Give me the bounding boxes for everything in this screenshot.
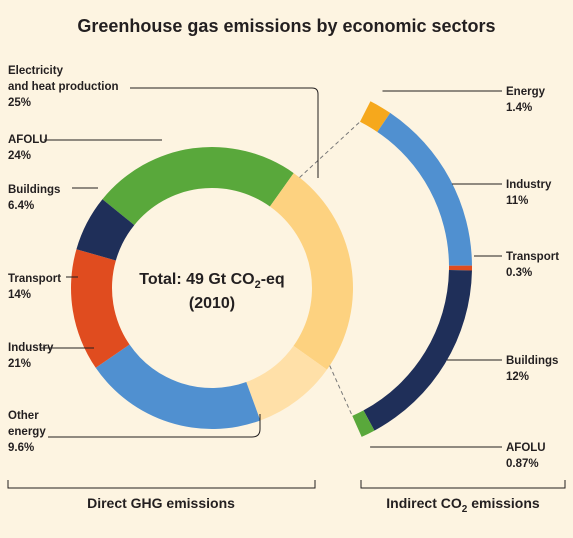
indirect-energy-value-label: 1.4% [506,102,532,114]
direct-buildings-value-label: 6.4% [8,200,34,212]
indirect-slice-energy [360,101,391,132]
indirect-slice-industry [377,112,472,266]
direct-transport-label-line: Transport [8,273,61,285]
indirect-afolu-label-line: AFOLU [506,442,546,454]
indirect-buildings-value-label: 12% [506,371,529,383]
direct-buildings-label-group: Buildings 6.4% [8,184,60,212]
connector-bottom [329,365,353,417]
direct-electricity-value-label: 25% [8,97,31,109]
indirect-afolu-label-group: AFOLU 0.87% [506,442,546,470]
direct-afolu-label-line: AFOLU [8,134,48,146]
chart-title: Greenhouse gas emissions by economic sec… [77,16,496,36]
center-total-label: Total: 49 Gt CO2-eq [139,271,284,291]
direct-slice-other [246,345,327,421]
connector-top [299,121,361,178]
direct-transport-label-group: Transport 14% [8,273,61,301]
direct-other-label-line: energy [8,426,46,438]
direct-electricity-label-line: and heat production [8,81,119,93]
indirect-buildings-label-line: Buildings [506,355,558,367]
indirect-slice-transport [448,265,472,271]
indirect-footer-label: Indirect CO2 emissions [386,495,540,515]
direct-footer-label: Direct GHG emissions [87,495,235,511]
direct-electricity-label-group: Electricity and heat production 25% [8,65,119,109]
direct-afolu-value-label: 24% [8,150,31,162]
indirect-transport-value-label: 0.3% [506,267,532,279]
direct-afolu-label-group: AFOLU 24% [8,134,48,162]
direct-industry-label-group: Industry 21% [8,342,54,370]
indirect-energy-label-line: Energy [506,86,546,98]
indirect-slice-buildings [363,270,472,431]
direct-slice-electricity [269,173,353,370]
direct-transport-value-label: 14% [8,289,31,301]
direct-slice-afolu [102,146,294,226]
indirect-afolu-value-label: 0.87% [506,458,539,470]
direct-bracket [7,480,316,489]
direct-electricity-leader [130,87,319,178]
direct-other-value-label: 9.6% [8,442,34,454]
direct-other-leader [48,414,261,438]
direct-slice-industry [95,344,261,429]
direct-other-label-group: Other energy 9.6% [8,410,46,454]
indirect-transport-label-line: Transport [506,251,559,263]
indirect-bracket [360,480,566,489]
indirect-buildings-label-group: Buildings 12% [506,355,558,383]
indirect-industry-value-label: 11% [506,195,528,207]
direct-other-label-line: Other [8,410,39,422]
indirect-slice-afolu [352,410,375,437]
indirect-industry-label-line: Industry [506,179,552,191]
direct-slice-transport [71,249,130,368]
direct-industry-label-line: Industry [8,342,54,354]
indirect-industry-label-group: Industry 11% [506,179,552,207]
center-year-label: (2010) [189,295,235,312]
indirect-transport-label-group: Transport 0.3% [506,251,559,279]
direct-electricity-label-line: Electricity [8,65,64,77]
direct-industry-value-label: 21% [8,358,31,370]
direct-slice-buildings [76,199,135,261]
direct-buildings-label-line: Buildings [8,184,60,196]
indirect-energy-label-group: Energy 1.4% [506,86,546,114]
